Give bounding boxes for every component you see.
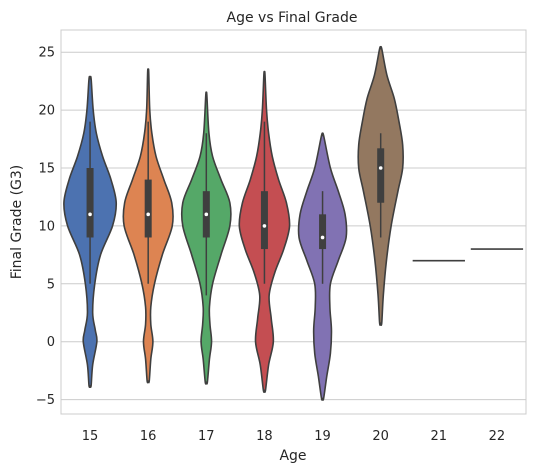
x-tick-label: 22 xyxy=(489,429,506,444)
x-tick-label: 17 xyxy=(198,429,215,444)
violin-19 xyxy=(297,132,348,401)
y-tick-label: 15 xyxy=(38,162,55,177)
violins xyxy=(63,45,524,401)
y-ticks: −5 0 5 10 15 20 25 xyxy=(36,46,55,408)
y-tick-label: 0 xyxy=(47,335,55,350)
iqr-box xyxy=(86,168,94,238)
iqr-box xyxy=(319,214,327,250)
x-tick-label: 19 xyxy=(314,429,331,444)
median-dot xyxy=(262,224,267,228)
median-dot xyxy=(320,235,325,240)
violin-15 xyxy=(63,75,118,389)
chart-title: Age vs Final Grade xyxy=(227,10,358,26)
y-tick-label: 25 xyxy=(38,46,55,61)
iqr-box xyxy=(377,148,385,203)
violin-17 xyxy=(180,91,232,385)
y-tick-label: −5 xyxy=(36,393,55,408)
y-tick-label: 20 xyxy=(38,104,55,119)
x-tick-label: 20 xyxy=(372,429,389,444)
iqr-box xyxy=(144,179,152,238)
plot-frame xyxy=(60,29,527,415)
violin-20 xyxy=(357,45,404,327)
y-tick-label: 5 xyxy=(47,277,55,292)
y-axis-label: Final Grade (G3) xyxy=(9,165,25,280)
x-ticks: 15 16 17 18 19 20 21 22 xyxy=(82,429,505,444)
median-dot xyxy=(88,212,92,217)
x-axis-label: Age xyxy=(279,448,306,464)
y-tick-label: 10 xyxy=(38,219,55,234)
x-tick-label: 18 xyxy=(256,429,273,444)
median-dot xyxy=(204,212,209,217)
x-tick-label: 15 xyxy=(82,429,99,444)
median-dot xyxy=(146,212,150,217)
violin-18 xyxy=(238,70,291,394)
x-tick-label: 16 xyxy=(140,429,157,444)
iqr-box xyxy=(260,191,268,250)
x-tick-label: 21 xyxy=(431,429,448,444)
median-dot xyxy=(378,166,383,170)
violin-16 xyxy=(122,68,174,384)
